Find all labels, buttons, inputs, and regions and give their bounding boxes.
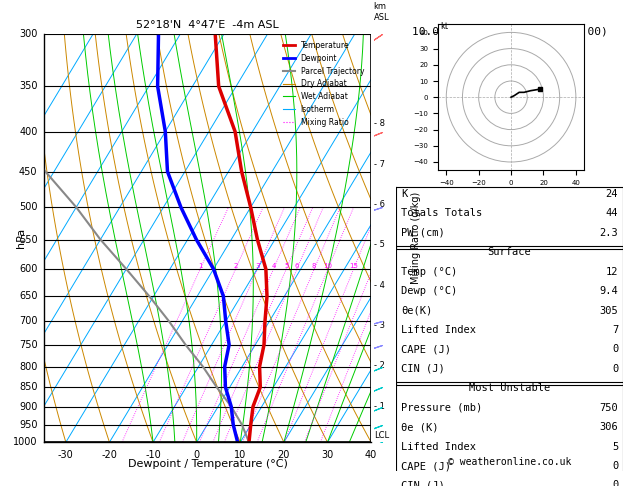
Text: 10: 10 xyxy=(234,451,247,460)
Text: CAPE (J): CAPE (J) xyxy=(401,461,451,471)
Text: 900: 900 xyxy=(19,401,38,412)
Text: LCL: LCL xyxy=(374,431,389,440)
Text: 0: 0 xyxy=(612,345,618,354)
Text: -10: -10 xyxy=(145,451,161,460)
Text: 300: 300 xyxy=(19,29,38,39)
Text: 600: 600 xyxy=(19,264,38,274)
Text: Lifted Index: Lifted Index xyxy=(401,325,476,335)
Text: 550: 550 xyxy=(19,235,38,244)
Text: - 3: - 3 xyxy=(374,321,384,330)
Text: 400: 400 xyxy=(19,126,38,137)
Text: 950: 950 xyxy=(19,420,38,430)
Text: CIN (J): CIN (J) xyxy=(401,481,445,486)
Text: 2.3: 2.3 xyxy=(599,228,618,238)
Text: PW (cm): PW (cm) xyxy=(401,228,445,238)
Text: Most Unstable: Most Unstable xyxy=(469,383,550,393)
Text: Dewp (°C): Dewp (°C) xyxy=(401,286,457,296)
Text: -20: -20 xyxy=(101,451,118,460)
Text: 750: 750 xyxy=(599,403,618,413)
Text: -30: -30 xyxy=(58,451,74,460)
Legend: Temperature, Dewpoint, Parcel Trajectory, Dry Adiabat, Wet Adiabat, Isotherm, Mi: Temperature, Dewpoint, Parcel Trajectory… xyxy=(280,38,367,130)
Text: 10: 10 xyxy=(323,263,332,269)
X-axis label: Dewpoint / Temperature (°C): Dewpoint / Temperature (°C) xyxy=(128,459,287,469)
Text: Totals Totals: Totals Totals xyxy=(401,208,482,218)
Text: 305: 305 xyxy=(599,306,618,315)
Text: - 2: - 2 xyxy=(374,362,384,370)
Text: 450: 450 xyxy=(19,167,38,176)
Text: K: K xyxy=(401,189,407,199)
Text: 0: 0 xyxy=(194,451,200,460)
Text: 650: 650 xyxy=(19,291,38,301)
Text: 850: 850 xyxy=(19,382,38,392)
Text: 30: 30 xyxy=(321,451,333,460)
Text: 500: 500 xyxy=(19,202,38,212)
Text: Mixing Ratio (g/kg): Mixing Ratio (g/kg) xyxy=(411,192,421,284)
Title: 52°18'N  4°47'E  -4m ASL: 52°18'N 4°47'E -4m ASL xyxy=(136,20,279,31)
Text: kt: kt xyxy=(440,22,448,31)
Text: - 6: - 6 xyxy=(374,200,384,209)
Text: 24: 24 xyxy=(606,189,618,199)
Text: 2: 2 xyxy=(233,263,238,269)
Text: Pressure (mb): Pressure (mb) xyxy=(401,403,482,413)
Text: 4: 4 xyxy=(271,263,276,269)
Text: 9.4: 9.4 xyxy=(599,286,618,296)
Text: Lifted Index: Lifted Index xyxy=(401,442,476,451)
Text: 7: 7 xyxy=(612,325,618,335)
Text: 1000: 1000 xyxy=(13,437,38,447)
Text: 0: 0 xyxy=(612,364,618,374)
Text: © weatheronline.co.uk: © weatheronline.co.uk xyxy=(448,457,571,467)
Text: 40: 40 xyxy=(365,451,377,460)
Text: 6: 6 xyxy=(294,263,299,269)
Text: 3: 3 xyxy=(255,263,260,269)
Text: Surface: Surface xyxy=(487,247,532,257)
Text: 12: 12 xyxy=(606,267,618,277)
Text: hPa: hPa xyxy=(16,228,26,248)
Text: 8: 8 xyxy=(312,263,316,269)
Text: 5: 5 xyxy=(612,442,618,451)
Text: CIN (J): CIN (J) xyxy=(401,364,445,374)
Text: 1: 1 xyxy=(198,263,203,269)
Text: - 7: - 7 xyxy=(374,160,384,169)
Text: 800: 800 xyxy=(19,362,38,372)
Text: 10.06.2024  00GMT  (Base: 00): 10.06.2024 00GMT (Base: 00) xyxy=(411,26,608,36)
Text: 306: 306 xyxy=(599,422,618,432)
Text: km
ASL: km ASL xyxy=(374,2,389,22)
Text: 15: 15 xyxy=(349,263,358,269)
Text: 350: 350 xyxy=(19,81,38,91)
Text: 5: 5 xyxy=(284,263,289,269)
Text: 20: 20 xyxy=(277,451,290,460)
Text: θe(K): θe(K) xyxy=(401,306,432,315)
Text: - 8: - 8 xyxy=(374,119,384,128)
Text: CAPE (J): CAPE (J) xyxy=(401,345,451,354)
Text: θe (K): θe (K) xyxy=(401,422,438,432)
Text: - 1: - 1 xyxy=(374,402,384,411)
Text: 0: 0 xyxy=(612,481,618,486)
Text: 0: 0 xyxy=(612,461,618,471)
Text: 700: 700 xyxy=(19,316,38,326)
Text: 750: 750 xyxy=(19,340,38,350)
Text: - 5: - 5 xyxy=(374,241,384,249)
Text: - 4: - 4 xyxy=(374,281,384,290)
Text: Temp (°C): Temp (°C) xyxy=(401,267,457,277)
Text: 44: 44 xyxy=(606,208,618,218)
